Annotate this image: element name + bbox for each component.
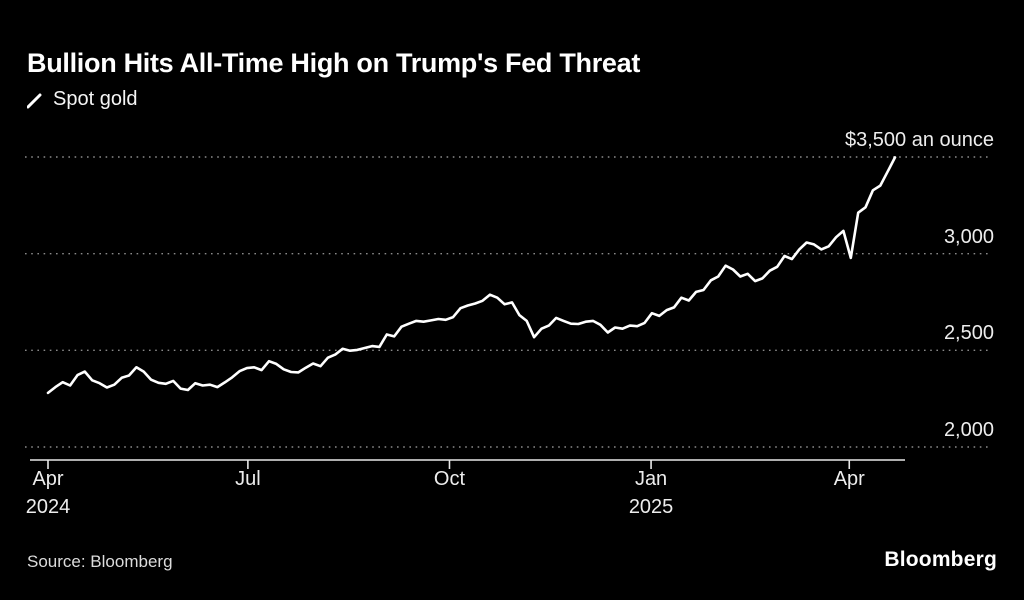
line-series-icon xyxy=(26,92,43,108)
chart-title: Bullion Hits All-Time High on Trump's Fe… xyxy=(27,48,641,79)
x-tick-label: Apr xyxy=(32,468,64,490)
y-axis-label: 3,000 xyxy=(943,225,994,248)
legend-label: Spot gold xyxy=(53,88,138,110)
x-tick-label: Apr xyxy=(833,468,865,490)
y-axis-label: 2,500 xyxy=(943,322,994,345)
y-axis-label: $3,500 an ounce xyxy=(844,129,994,151)
source-label: Source: Bloomberg xyxy=(27,552,173,571)
y-axis-label: 2,000 xyxy=(943,419,994,441)
bloomberg-logo: Bloomberg xyxy=(884,548,997,571)
x-tick-label: Jul xyxy=(235,468,261,490)
x-tick-year-label: 2024 xyxy=(25,496,71,518)
chart-legend: Spot gold xyxy=(26,88,138,111)
x-tick-label: Jan xyxy=(634,468,668,490)
x-tick-label: Oct xyxy=(433,468,466,490)
x-tick-year-label: 2025 xyxy=(628,496,674,518)
spot-gold-price-line xyxy=(46,156,897,395)
